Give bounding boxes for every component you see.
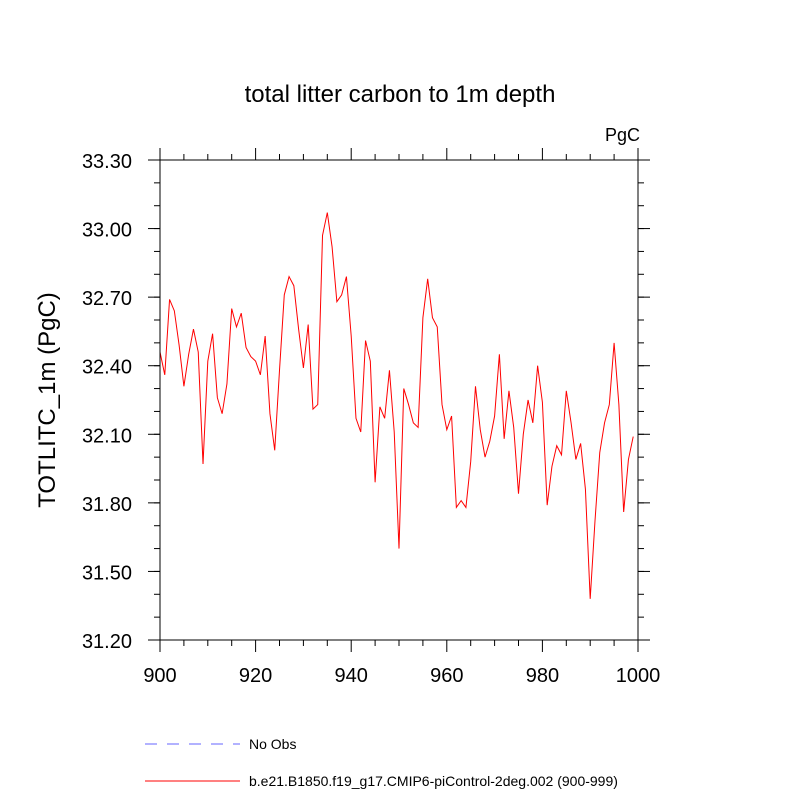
y-tick-label: 31.20	[82, 631, 132, 653]
legend-series-label: b.e21.B1850.f19_g17.CMIP6-piControl-2deg…	[249, 773, 618, 789]
axis-ticks	[148, 148, 650, 652]
x-tick-label: 900	[143, 665, 176, 687]
y-tick-label: 33.00	[82, 220, 132, 242]
y-tick-label: 31.80	[82, 494, 132, 516]
y-tick-labels: 31.20 31.50 31.80 32.10 32.40 32.70 33.00 33.30	[82, 151, 132, 653]
plot-frame	[159, 159, 639, 641]
x-tick-label: 920	[239, 665, 272, 687]
x-tick-labels: 900 920 940 960 980 1000	[143, 665, 660, 687]
chart-title: total litter carbon to 1m depth	[245, 81, 556, 108]
y-tick-label: 32.40	[82, 357, 132, 379]
x-tick-label: 940	[335, 665, 368, 687]
y-tick-label: 32.10	[82, 425, 132, 447]
y-axis-label: TOTLITC_1m (PgC)	[34, 292, 61, 508]
data-series-line	[159, 212, 634, 599]
y-tick-label: 32.70	[82, 288, 132, 310]
legend-no-obs-label: No Obs	[249, 736, 296, 752]
legend: No Obs b.e21.B1850.f19_g17.CMIP6-piContr…	[145, 736, 618, 789]
y-tick-label: 33.30	[82, 151, 132, 173]
y-tick-label: 31.50	[82, 562, 132, 584]
x-tick-label: 980	[526, 665, 559, 687]
x-tick-label: 1000	[616, 665, 661, 687]
x-tick-label: 960	[430, 665, 463, 687]
units-label: PgC	[605, 125, 640, 145]
